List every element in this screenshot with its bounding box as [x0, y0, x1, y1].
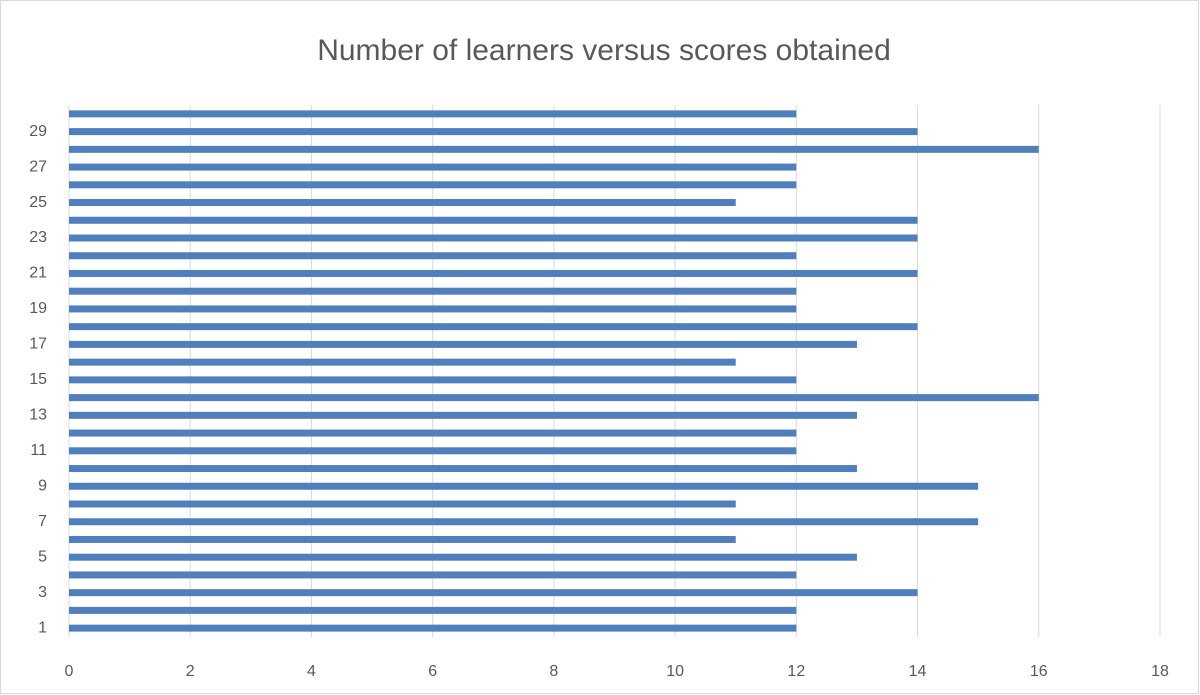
bar: [69, 465, 857, 473]
bar: [69, 358, 736, 366]
bar: [69, 589, 918, 597]
y-tick-label: 21: [29, 265, 47, 282]
bar: [69, 606, 797, 614]
y-tick-label: 29: [29, 123, 47, 140]
bar: [69, 305, 797, 313]
bar: [69, 500, 736, 508]
bar: [69, 447, 797, 455]
x-tick-label: 12: [787, 663, 805, 680]
bar: [69, 199, 736, 207]
x-tick-label: 6: [428, 663, 437, 680]
y-tick-label: 27: [29, 158, 47, 175]
bar: [69, 128, 918, 136]
bar: [69, 482, 979, 490]
bar: [69, 287, 797, 295]
y-tick-label: 25: [29, 194, 47, 211]
bar: [69, 323, 918, 331]
y-tick-label: 13: [29, 407, 47, 424]
bar: [69, 571, 797, 579]
bar: [69, 252, 797, 260]
bar: [69, 269, 918, 277]
bar: [69, 429, 797, 437]
y-tick-label: 23: [29, 229, 47, 246]
bar: [69, 163, 797, 171]
chart-title: Number of learners versus scores obtaine…: [317, 34, 891, 67]
bar: [69, 535, 736, 543]
bar: [69, 181, 797, 189]
bar: [69, 624, 797, 632]
y-tick-label: 5: [38, 548, 47, 565]
y-tick-label: 17: [29, 336, 47, 353]
x-tick-label: 0: [65, 663, 74, 680]
y-tick-label: 3: [38, 584, 47, 601]
y-tick-label: 19: [29, 300, 47, 317]
bar: [69, 216, 918, 224]
bar: [69, 340, 857, 348]
bar: [69, 553, 857, 561]
x-tick-label: 14: [909, 663, 927, 680]
x-tick-label: 18: [1151, 663, 1169, 680]
bar: [69, 518, 979, 526]
bar: [69, 394, 1039, 402]
y-tick-label: 7: [38, 513, 47, 530]
y-tick-label: 15: [29, 371, 47, 388]
bar: [69, 145, 1039, 153]
bar: [69, 411, 857, 419]
y-tick-label: 9: [38, 477, 47, 494]
x-tick-label: 16: [1030, 663, 1048, 680]
y-tick-label: 1: [38, 619, 47, 636]
x-tick-label: 4: [307, 663, 316, 680]
bar: [69, 110, 797, 118]
bar: [69, 376, 797, 384]
bar: [69, 234, 918, 242]
x-tick-label: 10: [666, 663, 684, 680]
y-tick-label: 11: [30, 442, 47, 459]
x-tick-label: 8: [549, 663, 558, 680]
x-tick-label: 2: [186, 663, 195, 680]
